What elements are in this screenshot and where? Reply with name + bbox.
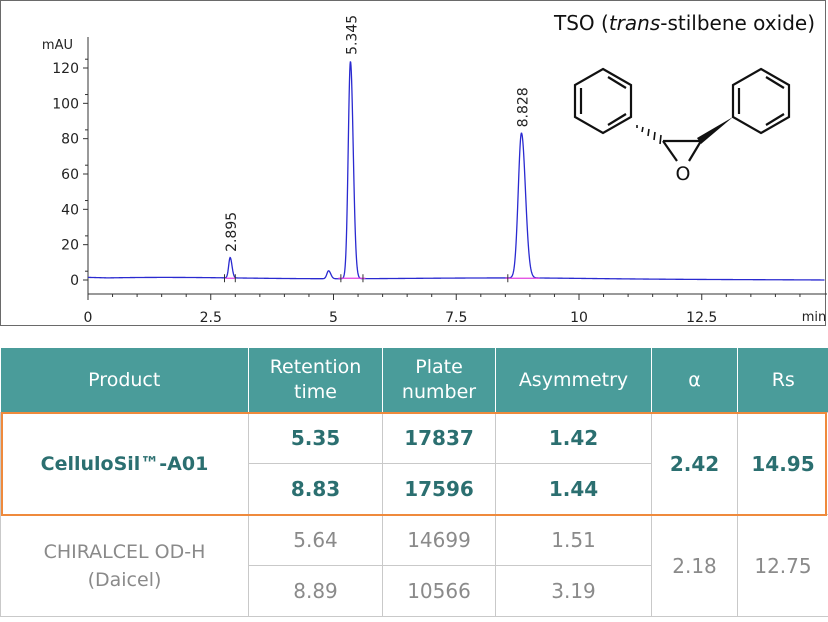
- product-name: CelluloSil™-A01: [0, 412, 249, 515]
- header-alpha: α: [651, 348, 738, 413]
- asymmetry-cell: 3.19: [495, 565, 652, 617]
- retention-time-cell: 8.83: [248, 463, 383, 515]
- plate-number-cell: 10566: [382, 565, 496, 617]
- table-row: 8.89 10566 3.19: [1, 565, 828, 617]
- alpha-cell: 2.42: [651, 412, 738, 515]
- plate-number-cell: 17837: [382, 412, 496, 464]
- y-tick-label: 60: [61, 167, 79, 183]
- table-header-row: Product Retention time Plate number Asymme…: [0, 348, 828, 413]
- rs-cell: 14.95: [737, 412, 828, 515]
- epoxide-oxygen-label: O: [676, 163, 691, 185]
- y-tick-label: 0: [70, 273, 79, 289]
- table-row: CHIRALCEL OD-H (Daicel) 5.64 14699 1.51 2…: [0, 514, 828, 617]
- retention-time-cell: 8.89: [248, 565, 383, 617]
- compound-title-suffix: -stilbene oxide): [660, 11, 815, 35]
- header-retention-time: Retention time: [248, 348, 383, 413]
- header-product: Product: [0, 348, 249, 413]
- y-tick-label: 100: [52, 96, 79, 112]
- y-axis-label: mAU: [42, 38, 73, 53]
- bold-wedge: [697, 117, 733, 144]
- y-tick-label: 120: [52, 61, 79, 77]
- stilbene-oxide-structure: [573, 67, 791, 162]
- x-tick-label: 2.5: [200, 310, 222, 326]
- header-asymmetry: Asymmetry: [495, 348, 652, 413]
- product-name: CHIRALCEL OD-H (Daicel): [0, 514, 249, 617]
- x-axis-label: min: [802, 310, 827, 325]
- retention-time-cell: 5.35: [248, 412, 383, 464]
- header-rs: Rs: [737, 348, 828, 413]
- chromatogram-panel: mAU 0 20 40 60 80 100 120 0 2.5 5 7.5 10 12.5 min 2.895…: [0, 0, 827, 326]
- header-plate-number: Plate number: [382, 348, 496, 413]
- plate-number-cell: 17596: [382, 463, 496, 515]
- compound-title: TSO (trans-stilbene oxide): [554, 11, 815, 35]
- chromatogram-trace: [88, 61, 825, 281]
- y-tick-label: 40: [61, 202, 79, 218]
- asymmetry-cell: 1.44: [495, 463, 652, 515]
- results-table: Product Retention time Plate number Asymme…: [0, 348, 828, 617]
- x-tick-label: 5: [329, 310, 338, 326]
- x-tick-label: 7.5: [445, 310, 467, 326]
- peak-label: 8.828: [515, 87, 531, 127]
- x-tick-label: 0: [84, 310, 93, 326]
- compound-title-prefix: TSO (: [554, 11, 609, 35]
- x-tick-label: 12.5: [686, 310, 717, 326]
- rs-cell: 12.75: [737, 514, 828, 617]
- plate-number-cell: 14699: [382, 514, 496, 566]
- chromatogram-chart: mAU 0 20 40 60 80 100 120 0 2.5 5 7.5 10 12.5 min 2.895…: [42, 15, 827, 326]
- asymmetry-cell: 1.51: [495, 514, 652, 566]
- alpha-cell: 2.18: [651, 514, 738, 617]
- peak-label: 2.895: [224, 212, 240, 252]
- y-tick-label: 20: [61, 238, 79, 254]
- table-row: CelluloSil™-A01 5.35 17837 1.42 2.42 14.…: [0, 412, 828, 515]
- compound-title-italic: trans: [608, 11, 661, 35]
- x-tick-label: 10: [570, 310, 588, 326]
- table-row: 8.83 17596 1.44: [1, 463, 828, 515]
- retention-time-cell: 5.64: [248, 514, 383, 566]
- y-tick-label: 80: [61, 132, 79, 148]
- peak-label: 5.345: [344, 15, 360, 55]
- asymmetry-cell: 1.42: [495, 412, 652, 464]
